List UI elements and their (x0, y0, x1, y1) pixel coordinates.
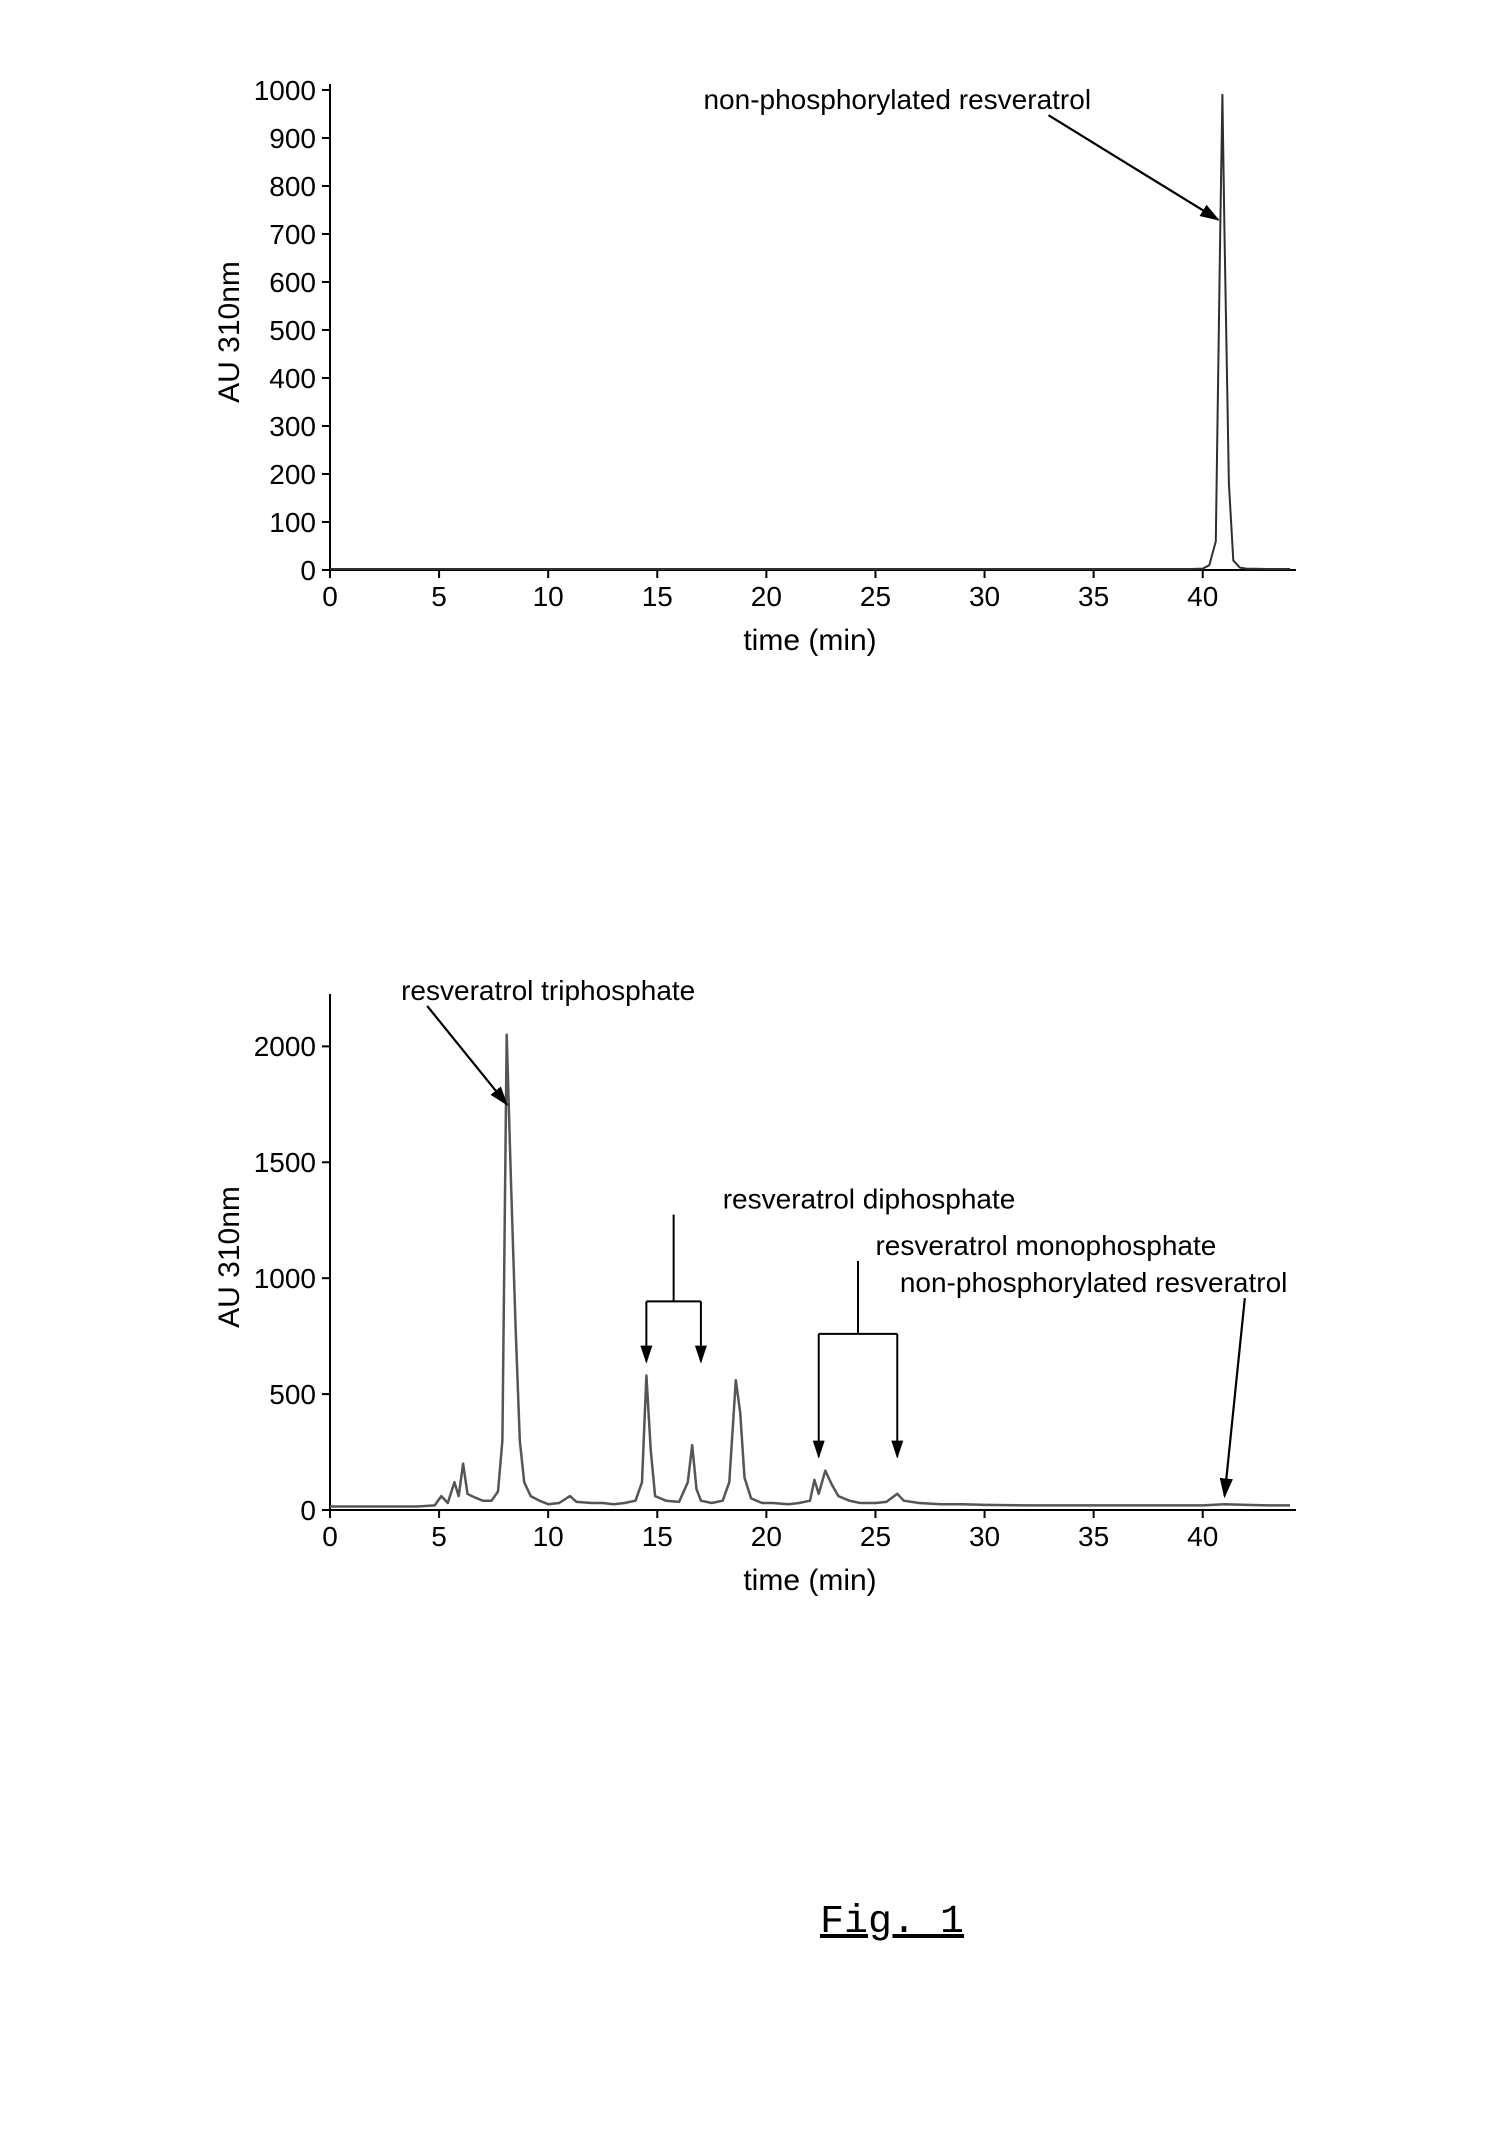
svg-text:20: 20 (751, 581, 782, 612)
chart-b: AU 310nm 0 500 1000 1500 2000 0 5 10 15 20 25 30 35 4… (120, 940, 1400, 1660)
chart-a-ylabel: AU 310nm (213, 232, 247, 432)
svg-text:resveratrol monophosphate: resveratrol monophosphate (875, 1230, 1216, 1261)
svg-text:10: 10 (533, 581, 564, 612)
svg-text:100: 100 (269, 507, 316, 538)
svg-text:resveratrol diphosphate: resveratrol diphosphate (723, 1184, 1016, 1215)
svg-text:15: 15 (642, 1521, 673, 1552)
svg-text:2000: 2000 (254, 1031, 316, 1062)
chart-a-svg: 0 100 200 300 400 500 600 700 800 900 1000 0 5 10 15 20… (120, 50, 1350, 710)
svg-text:15: 15 (642, 581, 673, 612)
svg-text:200: 200 (269, 459, 316, 490)
svg-text:25: 25 (860, 581, 891, 612)
svg-text:700: 700 (269, 219, 316, 250)
svg-text:35: 35 (1078, 1521, 1109, 1552)
svg-text:400: 400 (269, 363, 316, 394)
svg-text:20: 20 (751, 1521, 782, 1552)
svg-text:non-phosphorylated resveratrol: non-phosphorylated resveratrol (900, 1267, 1288, 1298)
svg-text:500: 500 (269, 1379, 316, 1410)
svg-text:1000: 1000 (254, 1263, 316, 1294)
svg-text:0: 0 (300, 555, 316, 586)
svg-text:5: 5 (431, 1521, 447, 1552)
svg-text:300: 300 (269, 411, 316, 442)
svg-text:1000: 1000 (254, 75, 316, 106)
chart-b-ylabel: AU 310nm (213, 1157, 247, 1357)
svg-text:resveratrol triphosphate: resveratrol triphosphate (401, 975, 695, 1006)
svg-text:30: 30 (969, 1521, 1000, 1552)
chart-a-xlabel: time (min) (690, 624, 930, 658)
svg-text:10: 10 (533, 1521, 564, 1552)
svg-text:5: 5 (431, 581, 447, 612)
svg-text:900: 900 (269, 123, 316, 154)
svg-text:30: 30 (969, 581, 1000, 612)
svg-text:25: 25 (860, 1521, 891, 1552)
svg-text:40: 40 (1187, 1521, 1218, 1552)
chart-b-svg: 0 500 1000 1500 2000 0 5 10 15 20 25 30 35 40 resverat… (120, 940, 1400, 1660)
chart-a: AU 310nm 0100200300400500600700800900100… (120, 50, 1350, 710)
svg-text:40: 40 (1187, 581, 1218, 612)
svg-text:600: 600 (269, 267, 316, 298)
page-container: AU 310nm 0100200300400500600700800900100… (0, 0, 1505, 2156)
svg-text:0: 0 (300, 1495, 316, 1526)
svg-text:0: 0 (322, 581, 338, 612)
svg-text:non-phosphorylated resveratrol: non-phosphorylated resveratrol (703, 84, 1091, 115)
svg-text:500: 500 (269, 315, 316, 346)
svg-text:800: 800 (269, 171, 316, 202)
svg-text:35: 35 (1078, 581, 1109, 612)
svg-text:0: 0 (322, 1521, 338, 1552)
figure-caption: Fig. 1 (820, 1900, 964, 1945)
svg-text:1500: 1500 (254, 1147, 316, 1178)
chart-b-xlabel: time (min) (690, 1564, 930, 1598)
